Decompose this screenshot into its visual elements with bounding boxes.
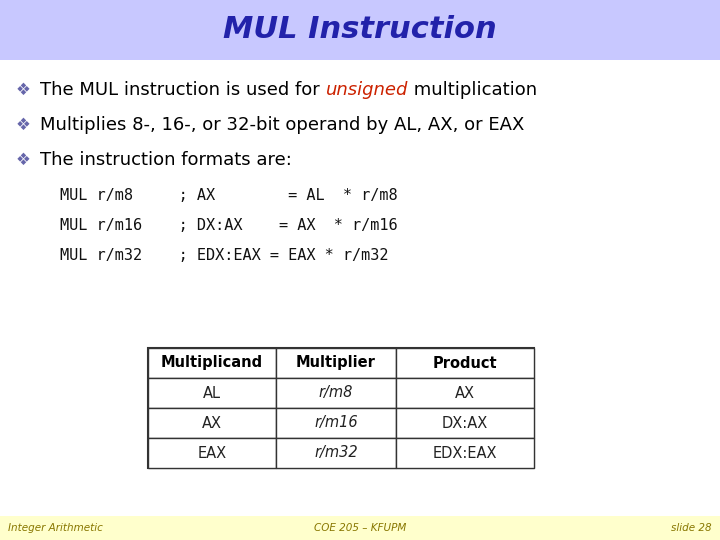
FancyBboxPatch shape: [276, 348, 396, 378]
Text: r/m16: r/m16: [314, 415, 358, 430]
Text: MUL r/m16    ; DX:AX    = AX  * r/m16: MUL r/m16 ; DX:AX = AX * r/m16: [60, 219, 397, 233]
FancyBboxPatch shape: [148, 378, 276, 408]
Text: r/m32: r/m32: [314, 446, 358, 461]
Text: AX: AX: [202, 415, 222, 430]
Text: Product: Product: [433, 355, 498, 370]
FancyBboxPatch shape: [148, 438, 276, 468]
Text: Multiplicand: Multiplicand: [161, 355, 263, 370]
FancyBboxPatch shape: [396, 378, 534, 408]
FancyBboxPatch shape: [148, 348, 534, 468]
Text: EDX:EAX: EDX:EAX: [433, 446, 498, 461]
Text: ❖: ❖: [16, 151, 31, 169]
FancyBboxPatch shape: [396, 438, 534, 468]
FancyBboxPatch shape: [148, 408, 276, 438]
FancyBboxPatch shape: [276, 378, 396, 408]
Text: ❖: ❖: [16, 81, 31, 99]
Text: Integer Arithmetic: Integer Arithmetic: [8, 523, 103, 533]
Text: DX:AX: DX:AX: [442, 415, 488, 430]
Text: multiplication: multiplication: [408, 81, 537, 99]
Text: slide 28: slide 28: [671, 523, 712, 533]
Text: unsigned: unsigned: [325, 81, 408, 99]
Text: MUL r/m8     ; AX        = AL  * r/m8: MUL r/m8 ; AX = AL * r/m8: [60, 188, 397, 204]
Text: Multiplier: Multiplier: [296, 355, 376, 370]
Text: EAX: EAX: [197, 446, 227, 461]
Text: ❖: ❖: [16, 116, 31, 134]
Text: Multiplies 8-, 16-, or 32-bit operand by AL, AX, or EAX: Multiplies 8-, 16-, or 32-bit operand by…: [40, 116, 524, 134]
Text: r/m8: r/m8: [319, 386, 354, 401]
Text: MUL Instruction: MUL Instruction: [223, 16, 497, 44]
FancyBboxPatch shape: [148, 348, 276, 378]
Text: The instruction formats are:: The instruction formats are:: [40, 151, 292, 169]
Text: AX: AX: [455, 386, 475, 401]
FancyBboxPatch shape: [396, 348, 534, 378]
FancyBboxPatch shape: [0, 516, 720, 540]
FancyBboxPatch shape: [276, 438, 396, 468]
Text: The MUL instruction is used for: The MUL instruction is used for: [40, 81, 325, 99]
Text: COE 205 – KFUPM: COE 205 – KFUPM: [314, 523, 406, 533]
Text: AL: AL: [203, 386, 221, 401]
Text: MUL r/m32    ; EDX:EAX = EAX * r/m32: MUL r/m32 ; EDX:EAX = EAX * r/m32: [60, 248, 389, 264]
FancyBboxPatch shape: [396, 408, 534, 438]
FancyBboxPatch shape: [0, 0, 720, 60]
FancyBboxPatch shape: [276, 408, 396, 438]
